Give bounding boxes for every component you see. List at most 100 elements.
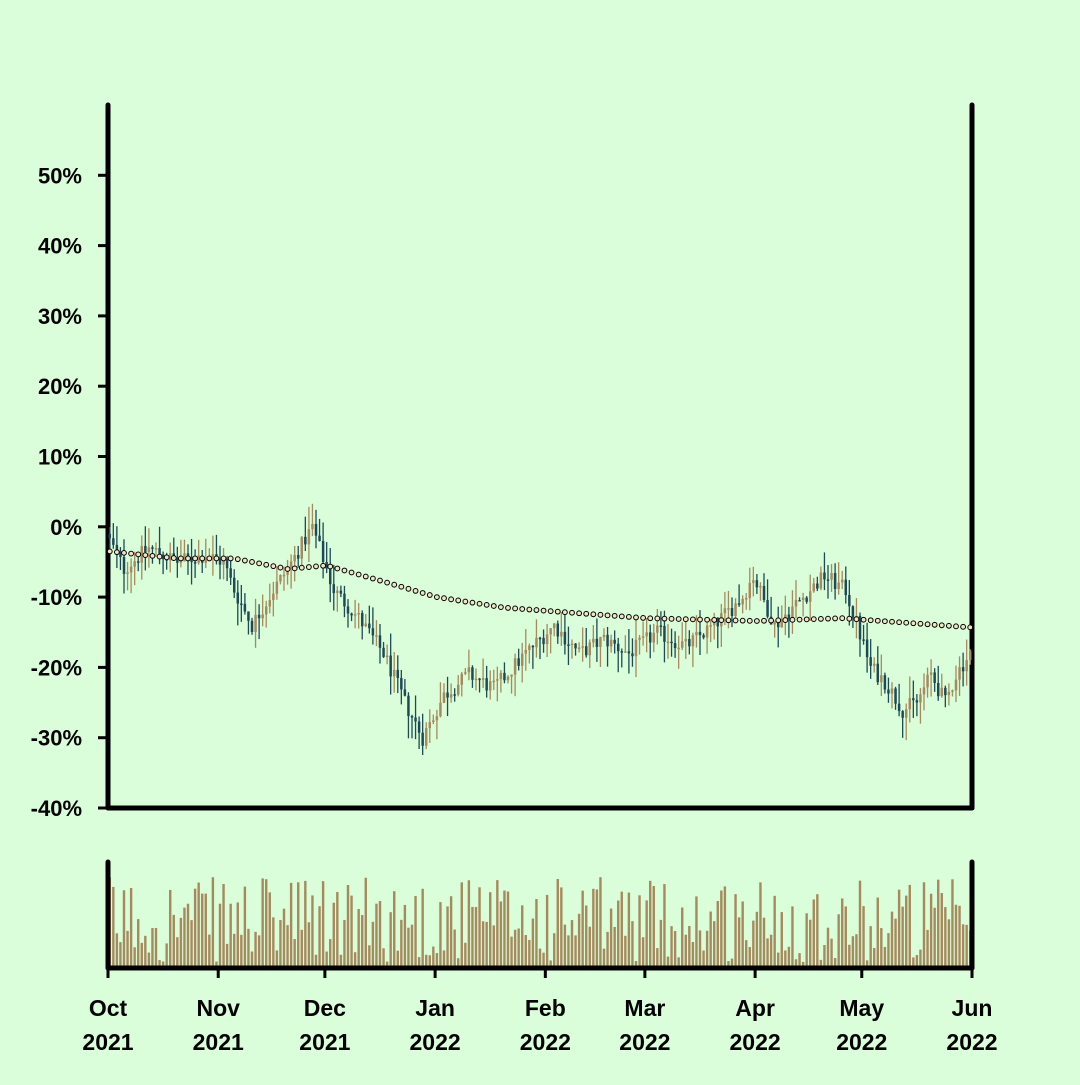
volume-bar	[627, 892, 631, 968]
candle-body	[794, 600, 798, 607]
ma-point	[277, 564, 284, 571]
ma-point	[490, 603, 497, 609]
volume-bar	[314, 954, 318, 968]
volume-bar	[634, 960, 638, 968]
candle-body	[328, 568, 332, 585]
volume-bar	[442, 950, 446, 968]
volume-bar	[524, 935, 527, 968]
volume-bar	[417, 957, 421, 968]
ma-point	[327, 563, 334, 570]
x-tick-label-month: Jun	[952, 995, 993, 1021]
ma-point	[853, 616, 860, 623]
ma-point	[789, 616, 796, 623]
ma-point	[234, 556, 241, 563]
volume-bar	[965, 924, 968, 968]
candle-body	[268, 600, 272, 607]
candle-body	[659, 625, 663, 628]
candle-body	[638, 637, 641, 640]
volume-bar	[734, 894, 737, 968]
volume-bar	[186, 903, 190, 968]
candle-body	[336, 590, 339, 594]
candle-body	[695, 631, 698, 636]
candle-body	[812, 583, 816, 592]
volume-bar	[414, 895, 417, 968]
volume-bar	[428, 955, 431, 968]
volume-bar	[780, 912, 783, 968]
y-tick-label: -10%	[31, 585, 82, 610]
candle-body	[801, 597, 805, 601]
volume-bar	[115, 933, 119, 968]
ma-point	[249, 559, 255, 565]
volume-bar	[695, 896, 698, 968]
candle-body	[449, 694, 453, 698]
candle-body	[218, 557, 222, 565]
candle-body	[236, 592, 240, 604]
volume-bar	[161, 961, 165, 968]
volume-bar	[954, 904, 958, 968]
ma-point	[803, 616, 810, 623]
candle-body	[912, 698, 915, 701]
candle-body	[595, 638, 599, 647]
candle-body	[556, 623, 560, 637]
volume-bar	[659, 919, 663, 968]
volume-bar	[645, 900, 648, 968]
ma-point	[412, 587, 419, 594]
ma-point	[462, 598, 469, 605]
volume-bar	[503, 890, 506, 968]
candle-body	[119, 551, 122, 557]
volume-bar	[787, 946, 791, 968]
ma-point	[682, 616, 689, 623]
volume-bar	[937, 879, 940, 968]
volume-bar	[748, 947, 751, 968]
candle-body	[936, 682, 940, 697]
ma-point	[270, 563, 277, 570]
candle-body	[908, 698, 912, 710]
ma-point	[284, 566, 291, 572]
candle-body	[680, 641, 684, 648]
volume-bar	[172, 914, 175, 968]
volume-bar	[236, 902, 239, 968]
candle-body	[428, 722, 432, 729]
ma-point	[938, 622, 945, 629]
candle-body	[332, 584, 336, 594]
ma-point	[746, 617, 753, 624]
volume-bar	[435, 953, 439, 968]
volume-bar	[421, 888, 424, 968]
ma-point	[142, 552, 149, 559]
volume-bar	[307, 922, 311, 968]
candle-body	[837, 582, 840, 590]
volume-bar	[673, 931, 677, 968]
volume-bar	[393, 891, 396, 968]
ma-point	[753, 618, 760, 624]
candle-body	[755, 580, 759, 588]
candle-body	[478, 678, 481, 681]
ma-point	[441, 595, 447, 602]
volume-bar	[215, 961, 218, 968]
candle-body	[698, 631, 702, 636]
ma-point	[220, 555, 227, 562]
volume-bar	[773, 895, 776, 968]
ma-point	[256, 560, 263, 567]
x-tick-label-month: Apr	[735, 995, 775, 1021]
volume-bar	[193, 888, 197, 968]
candle-body	[307, 529, 311, 545]
candle-body	[602, 634, 606, 638]
y-tick-label: 50%	[38, 163, 82, 188]
volume-bar	[350, 895, 353, 968]
volume-bar	[837, 914, 840, 968]
candle-body	[734, 603, 737, 617]
ma-point	[903, 619, 910, 626]
candle-body	[499, 672, 503, 680]
candle-body	[108, 533, 112, 539]
candle-body	[883, 675, 887, 690]
candle-body	[613, 639, 616, 644]
candle-body	[314, 523, 318, 536]
volume-bar	[563, 924, 567, 968]
volume-bar	[329, 939, 332, 968]
candle-body	[378, 635, 382, 648]
volume-bar	[382, 948, 385, 968]
candle-body	[513, 658, 517, 675]
candle-body	[176, 558, 179, 563]
candle-body	[257, 614, 261, 619]
ma-point	[526, 606, 533, 613]
